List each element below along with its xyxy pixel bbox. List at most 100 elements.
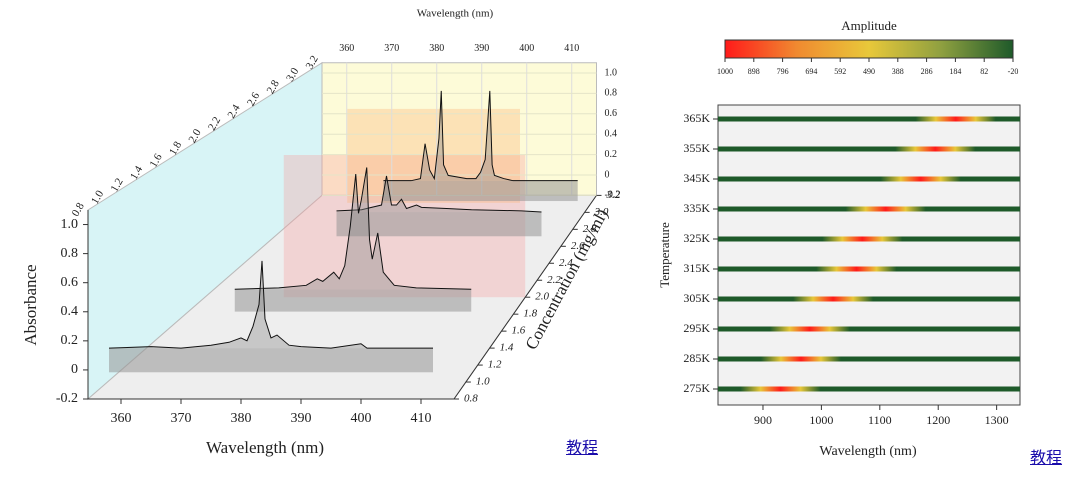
shadow — [336, 212, 542, 237]
spectrum — [108, 260, 433, 349]
x-tick-label: 410 — [411, 411, 432, 426]
spectrum — [234, 167, 472, 290]
z-tick-label: 2.6 — [571, 240, 585, 252]
top-tick-label: 370 — [384, 43, 399, 54]
y-tick-label: 0.8 — [61, 246, 79, 261]
y-tick-label: 365K — [683, 111, 710, 125]
colorbar-tick-label: -20 — [1008, 67, 1019, 76]
colorbar-tick-label: 796 — [777, 67, 789, 76]
y-tick-label: 295K — [683, 321, 710, 335]
z-tick-label: 0.8 — [464, 393, 478, 405]
shadow — [383, 180, 578, 202]
y-tick-label: 315K — [683, 261, 710, 275]
y-tick-label: 325K — [683, 231, 710, 245]
x-tick-label: 1000 — [809, 413, 833, 427]
colorbar-tick-label: 286 — [921, 67, 933, 76]
y-axis-title: Absorbance — [21, 264, 40, 345]
y-tick-label: 355K — [683, 141, 710, 155]
z-tick-label: 1.0 — [476, 376, 490, 388]
y2-tick-label: 0.4 — [605, 128, 618, 139]
x-tick-label: 380 — [231, 411, 252, 426]
row-band — [718, 206, 1020, 212]
x-tick-label: 360 — [111, 411, 132, 426]
z-tick-label: 1.2 — [109, 176, 126, 194]
y2-tick-label: 0.2 — [605, 149, 618, 160]
y-tick-label: 0.2 — [61, 333, 79, 348]
spectrum-fill — [234, 167, 472, 290]
top-tick-label: 390 — [474, 43, 489, 54]
y2-tick-label: 0.6 — [605, 108, 618, 119]
y-tick-label: 0 — [71, 362, 78, 377]
x-tick-label: 1200 — [926, 413, 950, 427]
x-axis-title: Wavelength (nm) — [819, 444, 917, 459]
y-axis-title: Temperature — [657, 222, 672, 288]
x-tick-label: 900 — [754, 413, 772, 427]
link[interactable]: 教程 — [566, 438, 599, 457]
top-tick-label: 400 — [519, 43, 534, 54]
x-tick-label: 1100 — [868, 413, 892, 427]
top-tick-label: 380 — [429, 43, 444, 54]
y-tick-label: 335K — [683, 201, 710, 215]
row-band — [718, 236, 1020, 242]
row-band — [718, 326, 1020, 332]
colorbar-tick-label: 592 — [834, 67, 846, 76]
x-axis-title: Wavelength (nm) — [206, 438, 324, 457]
shadow — [109, 348, 433, 373]
plot-area — [717, 104, 1021, 406]
z-tick-label: 1.2 — [488, 359, 502, 371]
z-tick-label: 3.2 — [606, 189, 621, 201]
z-tick-label: 1.8 — [523, 308, 537, 320]
y-tick-label: 285K — [683, 351, 710, 365]
colorbar-tick-label: 1000 — [717, 67, 733, 76]
row-band — [718, 116, 1020, 122]
row-band — [718, 296, 1020, 302]
colorbar — [724, 39, 1014, 59]
y-tick-label: 0.4 — [61, 304, 79, 319]
z-tick-label: 2.8 — [583, 223, 597, 235]
row-band — [718, 176, 1020, 182]
z-tick-label: 3.2 — [304, 54, 321, 72]
y2-tick-label: -0.2 — [605, 190, 621, 201]
row-band — [718, 146, 1020, 152]
z-tick-label: 2.4 — [559, 257, 573, 269]
plane — [347, 108, 520, 203]
spectrum — [383, 90, 578, 182]
top-tick-label: 410 — [564, 43, 579, 54]
row-band — [718, 356, 1020, 362]
y-tick-label: -0.2 — [56, 391, 78, 406]
y-tick-label: 1.0 — [61, 217, 79, 232]
z-tick-label: 3.0 — [594, 206, 609, 218]
y-tick-label: 275K — [683, 381, 710, 395]
z-tick-label: 2.2 — [206, 115, 223, 133]
colorbar-tick-label: 898 — [748, 67, 760, 76]
link[interactable]: 教程 — [1030, 448, 1063, 467]
colorbar-tick-label: 388 — [892, 67, 904, 76]
x-tick-label: 1300 — [985, 413, 1009, 427]
top-tick-label: 360 — [339, 43, 354, 54]
y-tick-label: 0.6 — [61, 275, 79, 290]
top-axis-title: Wavelength (nm) — [417, 8, 494, 20]
colorbar-tick-label: 694 — [805, 67, 817, 76]
shadow — [234, 289, 472, 312]
x-tick-label: 400 — [351, 411, 372, 426]
row-band — [718, 386, 1020, 392]
colorbar-tick-label: 490 — [863, 67, 875, 76]
z-tick-label: 2.0 — [535, 291, 549, 303]
colorbar-title: Amplitude — [841, 18, 897, 33]
y-tick-label: 305K — [683, 291, 710, 305]
x-tick-label: 370 — [171, 411, 192, 426]
row-band — [718, 266, 1020, 272]
y2-tick-label: 0.8 — [605, 88, 618, 99]
colorbar-tick-label: 184 — [949, 67, 961, 76]
x-tick-label: 390 — [291, 411, 312, 426]
y2-tick-label: 1.0 — [605, 67, 618, 78]
spectrum — [336, 175, 542, 213]
z-tick-label: 1.4 — [500, 342, 514, 354]
colorbar-tick-label: 82 — [980, 67, 988, 76]
z-tick-label: 1.6 — [512, 325, 526, 337]
y-tick-label: 345K — [683, 171, 710, 185]
y2-tick-label: 0 — [605, 169, 610, 180]
z-tick-label: 2.2 — [547, 274, 561, 286]
